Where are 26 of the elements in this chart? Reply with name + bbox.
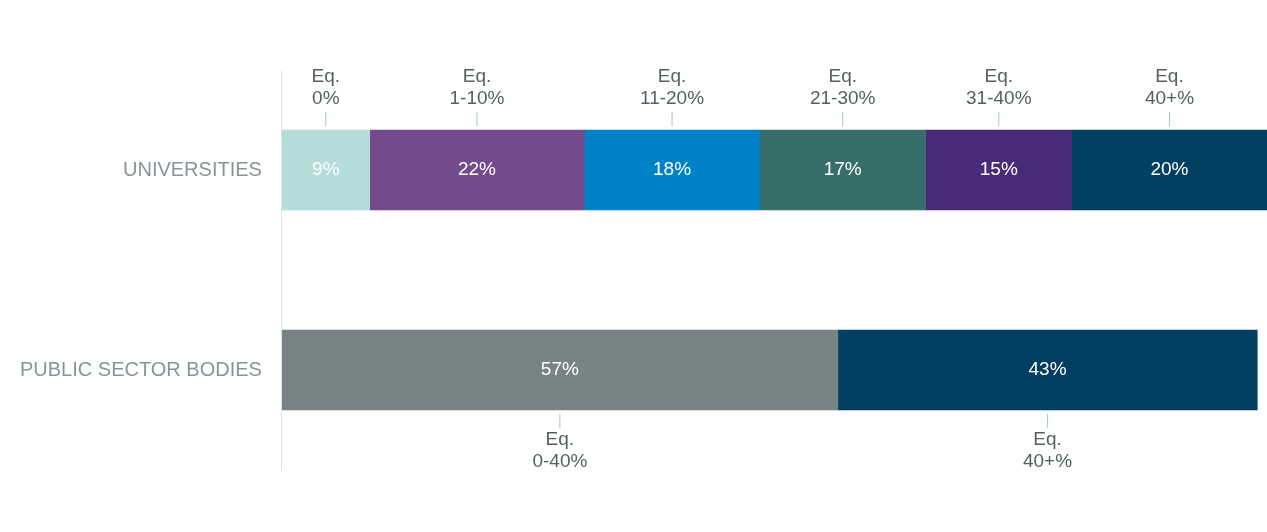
bar	[281, 329, 839, 411]
data-label: 17%	[823, 158, 862, 180]
bar	[583, 129, 761, 211]
series-label: Eq. 31-40%	[966, 65, 1032, 109]
data-label: 22%	[457, 158, 497, 180]
bar	[1071, 129, 1267, 211]
data-label: 57%	[540, 358, 579, 380]
series-label: Eq. 0%	[311, 65, 341, 109]
y-tick-label: UNIVERSITIES	[122, 157, 262, 180]
bar	[281, 129, 371, 211]
bar	[837, 329, 1258, 411]
series-label: Eq. 11-20%	[640, 65, 705, 109]
series-label: Eq. 40+%	[1022, 428, 1073, 472]
series-label: Eq. 21-30%	[809, 65, 876, 109]
bar	[369, 129, 585, 211]
data-label: 18%	[653, 158, 692, 180]
bar	[925, 129, 1073, 211]
data-label: 43%	[1028, 358, 1067, 380]
y-tick-label: PUBLIC SECTOR BODIES	[19, 357, 262, 380]
series-label: Eq. 1-10%	[449, 65, 505, 109]
series-label: Eq. 0-40%	[532, 428, 588, 472]
text: Eq. 40+%	[1144, 65, 1195, 109]
bar	[759, 129, 926, 211]
data-label: 20%	[1150, 158, 1189, 180]
data-label: 15%	[979, 158, 1018, 180]
data-label: 9%	[312, 158, 340, 180]
